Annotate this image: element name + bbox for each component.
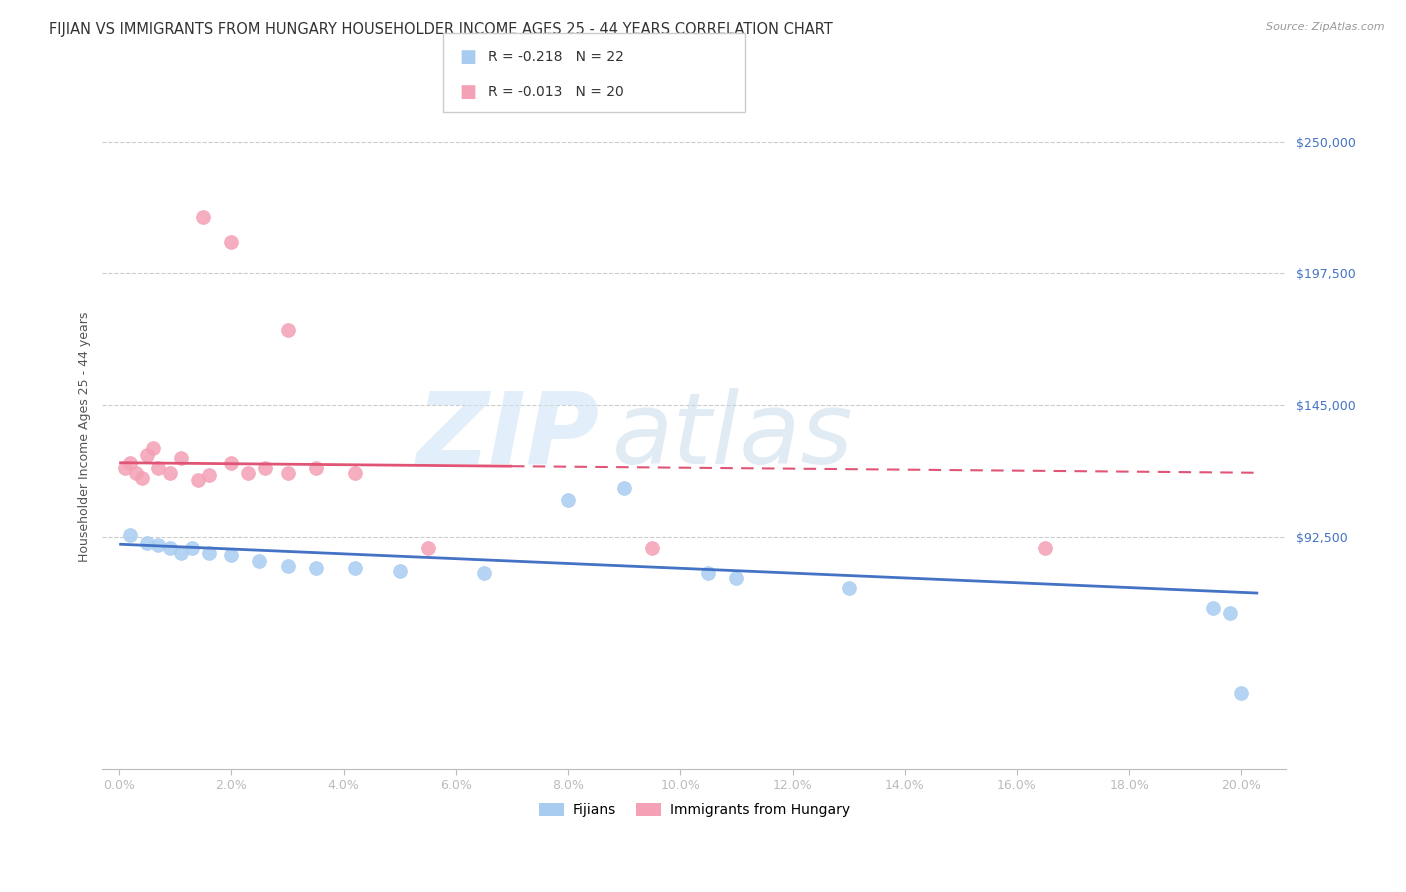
- Point: [142, 441, 165, 455]
- Point: [1219, 606, 1241, 620]
- Point: [613, 481, 636, 495]
- Point: [838, 581, 860, 595]
- Point: [343, 466, 366, 480]
- Point: [193, 210, 215, 224]
- Point: [159, 466, 181, 480]
- Point: [1230, 686, 1253, 700]
- Point: [187, 473, 209, 487]
- Point: [1202, 601, 1225, 615]
- Point: [120, 528, 142, 542]
- Text: R = -0.218   N = 22: R = -0.218 N = 22: [488, 50, 624, 63]
- Point: [198, 468, 221, 483]
- Point: [221, 549, 243, 563]
- Point: [131, 471, 153, 485]
- Text: ■: ■: [460, 83, 477, 101]
- Point: [221, 235, 243, 249]
- Point: [388, 564, 411, 578]
- Point: [343, 561, 366, 575]
- Point: [120, 456, 142, 470]
- Point: [304, 561, 326, 575]
- Point: [725, 571, 748, 585]
- Point: [159, 541, 181, 555]
- Point: [170, 450, 193, 465]
- Text: R = -0.013   N = 20: R = -0.013 N = 20: [488, 85, 624, 99]
- Point: [277, 558, 299, 573]
- Point: [472, 566, 495, 580]
- Point: [136, 536, 159, 550]
- Point: [304, 460, 326, 475]
- Point: [238, 466, 260, 480]
- Point: [136, 448, 159, 462]
- Point: [416, 541, 439, 555]
- Text: ■: ■: [460, 47, 477, 65]
- Point: [249, 553, 271, 567]
- Point: [181, 541, 204, 555]
- Point: [277, 323, 299, 337]
- Point: [1033, 541, 1056, 555]
- Point: [170, 546, 193, 560]
- Point: [148, 460, 170, 475]
- Point: [697, 566, 720, 580]
- Point: [641, 541, 664, 555]
- Point: [557, 493, 579, 508]
- Text: FIJIAN VS IMMIGRANTS FROM HUNGARY HOUSEHOLDER INCOME AGES 25 - 44 YEARS CORRELAT: FIJIAN VS IMMIGRANTS FROM HUNGARY HOUSEH…: [49, 22, 832, 37]
- Point: [125, 466, 148, 480]
- Point: [198, 546, 221, 560]
- Point: [114, 460, 136, 475]
- Text: atlas: atlas: [612, 388, 853, 485]
- Point: [148, 539, 170, 553]
- Text: Source: ZipAtlas.com: Source: ZipAtlas.com: [1267, 22, 1385, 32]
- Point: [254, 460, 277, 475]
- Text: ZIP: ZIP: [416, 388, 599, 485]
- Legend: Fijians, Immigrants from Hungary: Fijians, Immigrants from Hungary: [534, 799, 853, 822]
- Y-axis label: Householder Income Ages 25 - 44 years: Householder Income Ages 25 - 44 years: [79, 311, 91, 562]
- Point: [221, 456, 243, 470]
- Point: [277, 466, 299, 480]
